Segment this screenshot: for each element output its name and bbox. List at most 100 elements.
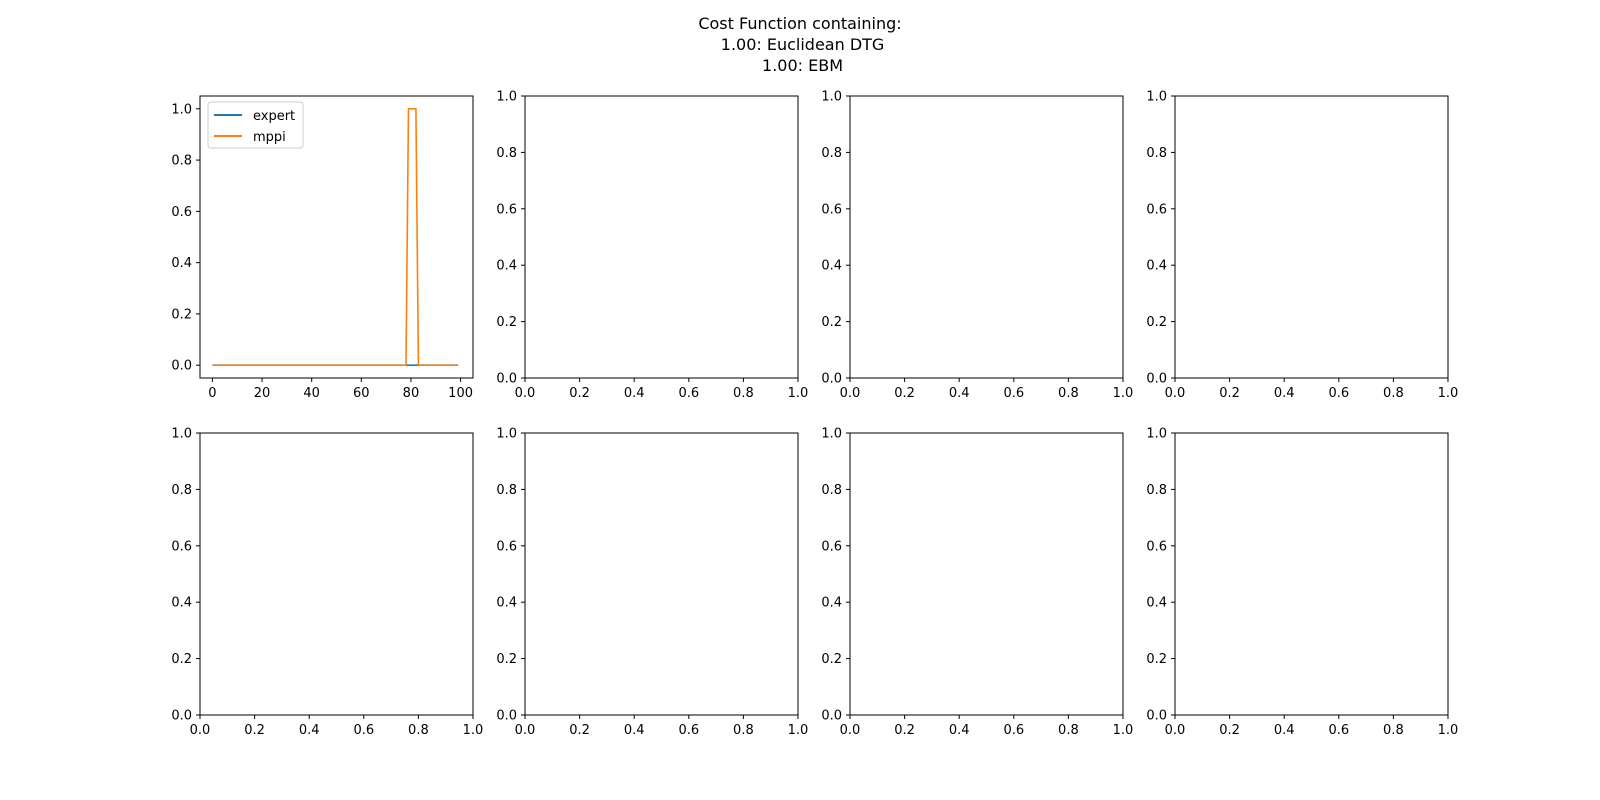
- x-tick-label: 0.0: [840, 386, 861, 401]
- x-tick-label: 0.6: [1003, 723, 1024, 738]
- y-tick-label: 0.2: [171, 652, 192, 667]
- legend-label-mppi: mppi: [253, 130, 286, 145]
- x-tick-label: 0.6: [1328, 386, 1349, 401]
- title-line-1: Cost Function containing:: [698, 14, 901, 33]
- y-tick-label: 1.0: [1146, 427, 1167, 442]
- y-tick-label: 0.4: [171, 256, 192, 271]
- subplot-3: 0.0 0.2 0.4 0.6 0.8 1.0 0.0 0.2 0.4 0.6 0.8 1.0: [821, 90, 1133, 402]
- x-tick-label: 0.2: [1219, 386, 1240, 401]
- x-tick-label: 0.0: [190, 723, 211, 738]
- x-tick-label: 100: [448, 386, 473, 401]
- figure-title: Cost Function containing: 1.00: Euclidea…: [698, 14, 901, 75]
- y-tick-label: 0.0: [171, 359, 192, 374]
- y-tick-label: 0.6: [1146, 539, 1167, 554]
- y-tick-label: 0.0: [496, 709, 517, 724]
- x-tick-label: 0.4: [1274, 386, 1295, 401]
- y-tick-label: 0.2: [821, 315, 842, 330]
- y-tick-label: 0.0: [496, 372, 517, 387]
- y-tick-label: 0.6: [1146, 202, 1167, 217]
- subplot-1: 0 20 40 60 80 100 0.0 0.2 0.4 0.6 0.8 1.0 expert mppi: [171, 95, 474, 401]
- y-tick-label: 1.0: [1146, 90, 1167, 105]
- x-tick-label: 0.0: [515, 723, 536, 738]
- axes-frame: [849, 95, 1124, 379]
- subplot-5: 0.0 0.2 0.4 0.6 0.8 1.0 0.0 0.2 0.4 0.6 0.8 1.0: [171, 427, 483, 739]
- x-tick-label: 0.2: [244, 723, 265, 738]
- y-tick-label: 0.8: [496, 146, 517, 161]
- x-tick-label: 1.0: [1438, 386, 1459, 401]
- y-tick-label: 0.6: [171, 205, 192, 220]
- y-tick-label: 0.8: [1146, 483, 1167, 498]
- subplot-4: 0.0 0.2 0.4 0.6 0.8 1.0 0.0 0.2 0.4 0.6 0.8 1.0: [1146, 90, 1458, 402]
- x-tick-label: 0.4: [624, 723, 645, 738]
- x-tick-label: 1.0: [1438, 723, 1459, 738]
- y-tick-label: 0.2: [1146, 652, 1167, 667]
- y-tick-label: 0.2: [496, 652, 517, 667]
- series-line-mppi: [212, 108, 459, 366]
- subplot-7: 0.0 0.2 0.4 0.6 0.8 1.0 0.0 0.2 0.4 0.6 0.8 1.0: [821, 427, 1133, 739]
- y-tick-label: 1.0: [496, 90, 517, 105]
- x-tick-label: 0.8: [1383, 723, 1404, 738]
- y-tick-label: 0.2: [821, 652, 842, 667]
- x-tick-label: 0.2: [1219, 723, 1240, 738]
- y-tick-label: 0.0: [1146, 372, 1167, 387]
- y-tick-label: 0.0: [821, 709, 842, 724]
- legend-label-expert: expert: [253, 109, 295, 124]
- y-tick-label: 0.8: [1146, 146, 1167, 161]
- y-tick-label: 1.0: [171, 102, 192, 117]
- y-tick-label: 0.0: [171, 709, 192, 724]
- y-tick-label: 0.0: [821, 372, 842, 387]
- legend: expert mppi: [207, 101, 304, 149]
- x-tick-label: 0.2: [569, 386, 590, 401]
- x-tick-label: 0.0: [1165, 386, 1186, 401]
- y-tick-label: 0.8: [821, 483, 842, 498]
- y-tick-label: 0.8: [171, 483, 192, 498]
- y-tick-label: 0.4: [171, 596, 192, 611]
- x-tick-label: 0.8: [1058, 386, 1079, 401]
- y-tick-label: 0.4: [821, 259, 842, 274]
- axes-frame: [1174, 432, 1449, 716]
- y-tick-label: 0.4: [821, 596, 842, 611]
- axes-frame: [199, 432, 474, 716]
- y-tick-label: 0.2: [496, 315, 517, 330]
- x-tick-label: 1.0: [463, 723, 484, 738]
- y-tick-label: 0.4: [496, 259, 517, 274]
- y-tick-label: 0.6: [496, 539, 517, 554]
- y-tick-label: 0.4: [496, 596, 517, 611]
- x-tick-label: 1.0: [1113, 723, 1134, 738]
- y-tick-label: 0.8: [496, 483, 517, 498]
- y-tick-label: 0.8: [171, 154, 192, 169]
- x-tick-label: 60: [353, 386, 370, 401]
- y-tick-label: 1.0: [171, 427, 192, 442]
- axes-frame: [1174, 95, 1449, 379]
- y-tick-label: 0.6: [496, 202, 517, 217]
- subplot-grid: 0 20 40 60 80 100 0.0 0.2 0.4 0.6 0.8 1.0 expert mppi…: [171, 90, 1458, 739]
- x-tick-label: 0.4: [624, 386, 645, 401]
- subplot-2: 0.0 0.2 0.4 0.6 0.8 1.0 0.0 0.2 0.4 0.6 0.8 1.0: [496, 90, 808, 402]
- x-tick-label: 0.6: [1328, 723, 1349, 738]
- x-tick-label: 0.0: [1165, 723, 1186, 738]
- axes-frame: [524, 95, 799, 379]
- y-tick-label: 1.0: [821, 90, 842, 105]
- subplot-6: 0.0 0.2 0.4 0.6 0.8 1.0 0.0 0.2 0.4 0.6 0.8 1.0: [496, 427, 808, 739]
- y-tick-label: 0.4: [1146, 259, 1167, 274]
- y-tick-label: 0.0: [1146, 709, 1167, 724]
- y-tick-label: 1.0: [821, 427, 842, 442]
- x-tick-label: 1.0: [788, 723, 809, 738]
- x-tick-label: 0.4: [949, 723, 970, 738]
- x-tick-label: 0.0: [840, 723, 861, 738]
- y-tick-label: 0.6: [821, 202, 842, 217]
- x-tick-label: 0.2: [894, 723, 915, 738]
- x-tick-label: 0.4: [949, 386, 970, 401]
- x-tick-label: 0.6: [678, 723, 699, 738]
- x-tick-label: 0.2: [894, 386, 915, 401]
- y-tick-label: 0.6: [171, 539, 192, 554]
- title-line-2: 1.00: Euclidean DTG: [716, 35, 885, 54]
- x-tick-label: 0: [208, 386, 216, 401]
- x-tick-label: 0.6: [353, 723, 374, 738]
- x-tick-label: 1.0: [1113, 386, 1134, 401]
- x-tick-label: 0.2: [569, 723, 590, 738]
- y-tick-label: 0.4: [1146, 596, 1167, 611]
- x-tick-label: 0.6: [678, 386, 699, 401]
- x-tick-label: 0.4: [1274, 723, 1295, 738]
